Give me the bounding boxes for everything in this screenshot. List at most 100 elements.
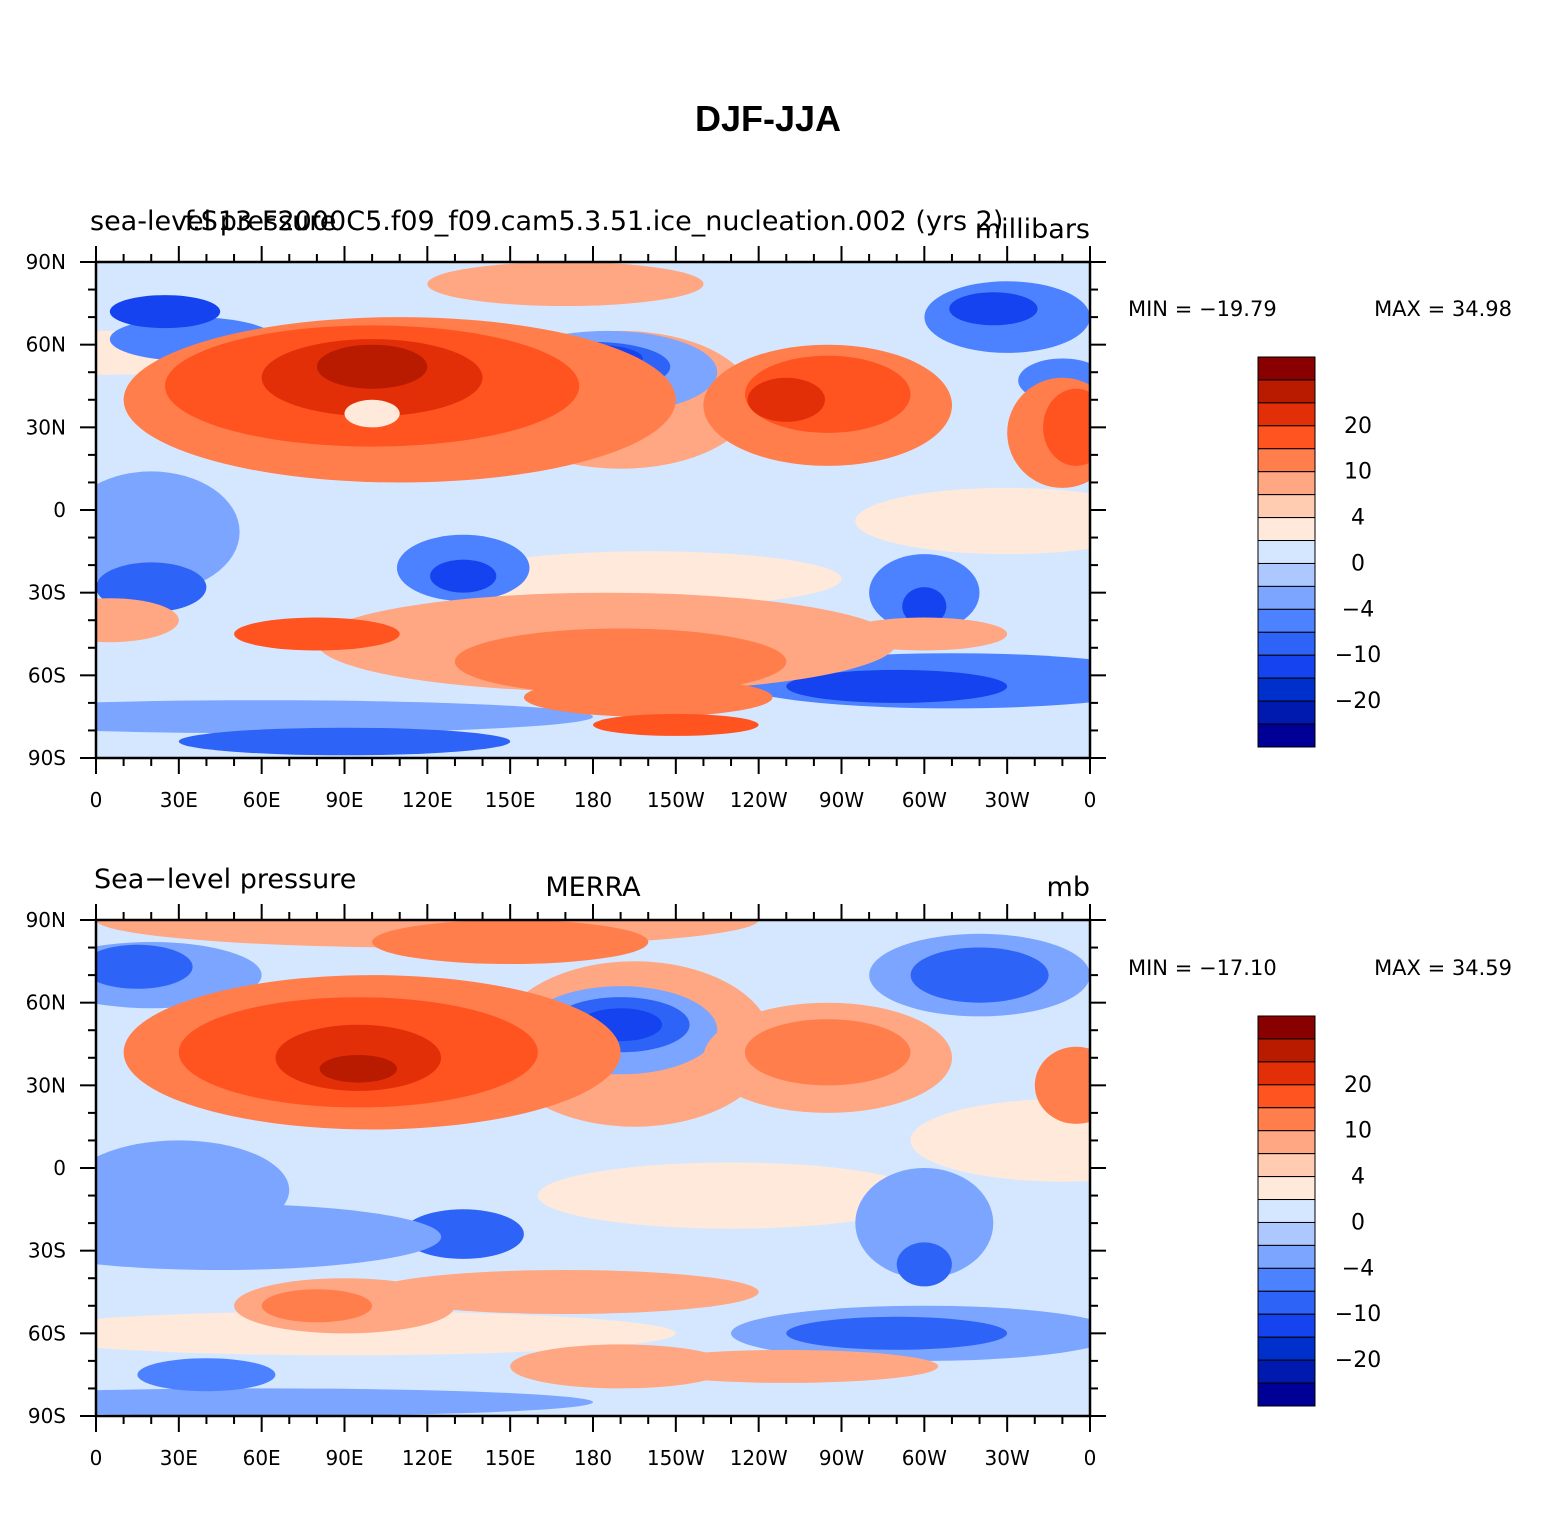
x-tick-label: 120W <box>730 788 788 812</box>
y-tick-label: 60S <box>28 1321 66 1345</box>
colorbar-tick-label: −10 <box>1335 1302 1381 1327</box>
colorbar-swatch <box>1257 585 1316 610</box>
colorbar-swatch <box>1257 1084 1316 1109</box>
x-tick-label: 0 <box>90 1446 103 1470</box>
y-tick-label: 30N <box>26 1073 66 1097</box>
panel-right-title: millibars <box>975 214 1090 245</box>
x-tick-label: 150W <box>647 1446 705 1470</box>
pressure-anomaly-region <box>523 678 773 717</box>
colorbar-tick-label: 10 <box>1344 460 1372 485</box>
pressure-anomaly-region <box>261 1289 373 1323</box>
y-tick-label: 90N <box>26 908 66 932</box>
pressure-anomaly-region <box>319 1055 397 1083</box>
x-tick-label: 0 <box>1084 788 1097 812</box>
pressure-anomaly-region <box>744 1019 911 1086</box>
x-axis: 0 30E 60E 90E 120E 150E 180 150W 120W 90W 60W 30W 0 <box>90 904 1097 1470</box>
colorbar-tick-label: 0 <box>1351 1211 1365 1236</box>
colorbar-swatch <box>1257 608 1316 633</box>
pressure-anomaly-region <box>634 1349 939 1383</box>
colorbar-swatch <box>1257 1267 1316 1292</box>
y-tick-label: 30S <box>28 1239 66 1263</box>
colorbar-swatch <box>1257 562 1316 587</box>
pressure-anomaly-region <box>910 947 1049 1003</box>
colorbar-swatch <box>1257 723 1316 748</box>
x-tick-label: 30W <box>985 1446 1030 1470</box>
x-tick-label: 150W <box>647 788 705 812</box>
y-tick-label: 60S <box>28 663 66 687</box>
pressure-anomaly-region <box>949 292 1038 326</box>
model-panel: sea-level pressure f.S13-F2000C5.f09_f09… <box>26 206 1512 812</box>
y-tick-label: 0 <box>53 498 66 522</box>
colorbar-tick-label: 20 <box>1344 1073 1372 1098</box>
pressure-anomaly-region <box>344 399 400 428</box>
colorbar-swatch <box>1257 1176 1316 1201</box>
colorbar-tick-label: 10 <box>1344 1119 1372 1144</box>
pressure-anomaly-region <box>1034 1046 1090 1124</box>
colorbar-tick-label: 4 <box>1351 506 1365 531</box>
blob-layer <box>96 920 1090 1416</box>
pressure-anomaly-region <box>96 1388 593 1416</box>
x-tick-label: 180 <box>574 1446 612 1470</box>
pressure-anomaly-region <box>96 1203 442 1270</box>
pressure-anomaly-region <box>1043 388 1090 466</box>
pressure-anomaly-region <box>786 669 1008 703</box>
colorbar-swatch <box>1257 540 1316 564</box>
x-tick-label: 90W <box>819 1446 864 1470</box>
pressure-anomaly-region <box>372 1270 759 1314</box>
x-tick-label: 90W <box>819 788 864 812</box>
pressure-anomaly-region <box>537 1162 925 1229</box>
y-tick-label: 60N <box>26 333 66 357</box>
colorbar-tick-label: −20 <box>1335 1348 1381 1373</box>
pressure-anomaly-region <box>96 598 179 643</box>
colorbar-tick-label: −4 <box>1342 1256 1374 1281</box>
blob-layer <box>96 262 1090 756</box>
colorbar-swatch <box>1257 700 1316 725</box>
pressure-anomaly-region <box>902 587 947 626</box>
colorbar-tick-label: 0 <box>1351 552 1365 577</box>
y-tick-label: 90S <box>28 746 66 770</box>
pressure-anomaly-region <box>430 559 497 593</box>
y-axis: 90N 60N 30N 0 30S 60S 90S <box>26 250 1106 770</box>
pressure-anomaly-region <box>96 1311 676 1356</box>
x-tick-label: 30W <box>985 788 1030 812</box>
pressure-anomaly-region <box>372 920 649 964</box>
pressure-anomaly-region <box>109 295 221 329</box>
pressure-anomaly-region <box>96 944 193 989</box>
colorbar-tick-label: 20 <box>1344 414 1372 439</box>
pressure-anomaly-region <box>454 551 842 607</box>
x-tick-label: 0 <box>1084 1446 1097 1470</box>
x-tick-label: 0 <box>90 788 103 812</box>
pressure-anomaly-region <box>910 1099 1090 1182</box>
colorbar-swatch <box>1257 1313 1316 1338</box>
pressure-anomaly-region <box>593 713 759 736</box>
colorbar-swatch <box>1257 356 1316 381</box>
colorbar-swatch <box>1257 1221 1316 1246</box>
y-tick-label: 30S <box>28 581 66 605</box>
min-value-label: MIN = −17.10 <box>1128 956 1277 980</box>
colorbar-swatch <box>1257 448 1316 473</box>
pressure-anomaly-region <box>402 1209 524 1259</box>
contour-field <box>96 920 1090 1416</box>
pressure-anomaly-region <box>841 617 1008 651</box>
colorbar-swatch <box>1257 402 1316 427</box>
max-value-label: MAX = 34.98 <box>1374 297 1512 321</box>
colorbar-tick-label: −20 <box>1335 689 1381 714</box>
figure-title: DJF-JJA <box>695 98 841 139</box>
x-tick-label: 120W <box>730 1446 788 1470</box>
panel-left-title: sea-level pressure <box>90 206 336 237</box>
pressure-anomaly-region <box>896 1242 952 1287</box>
colorbar-swatch <box>1257 1199 1316 1223</box>
colorbar-tick-label: −4 <box>1342 597 1374 622</box>
colorbar-tick-label: 4 <box>1351 1165 1365 1190</box>
y-tick-label: 0 <box>53 1156 66 1180</box>
colorbar-swatch <box>1257 494 1316 519</box>
panel-right-title: mb <box>1047 872 1090 903</box>
colorbar-swatch <box>1257 1244 1316 1269</box>
colorbar: 20 10 4 0 −4 −10 −20 <box>1257 356 1381 748</box>
colorbar-swatch <box>1257 677 1316 702</box>
y-tick-label: 30N <box>26 415 66 439</box>
colorbar-swatch <box>1257 1290 1316 1315</box>
pressure-anomaly-region <box>427 262 704 306</box>
colorbar-swatch <box>1257 1382 1316 1407</box>
